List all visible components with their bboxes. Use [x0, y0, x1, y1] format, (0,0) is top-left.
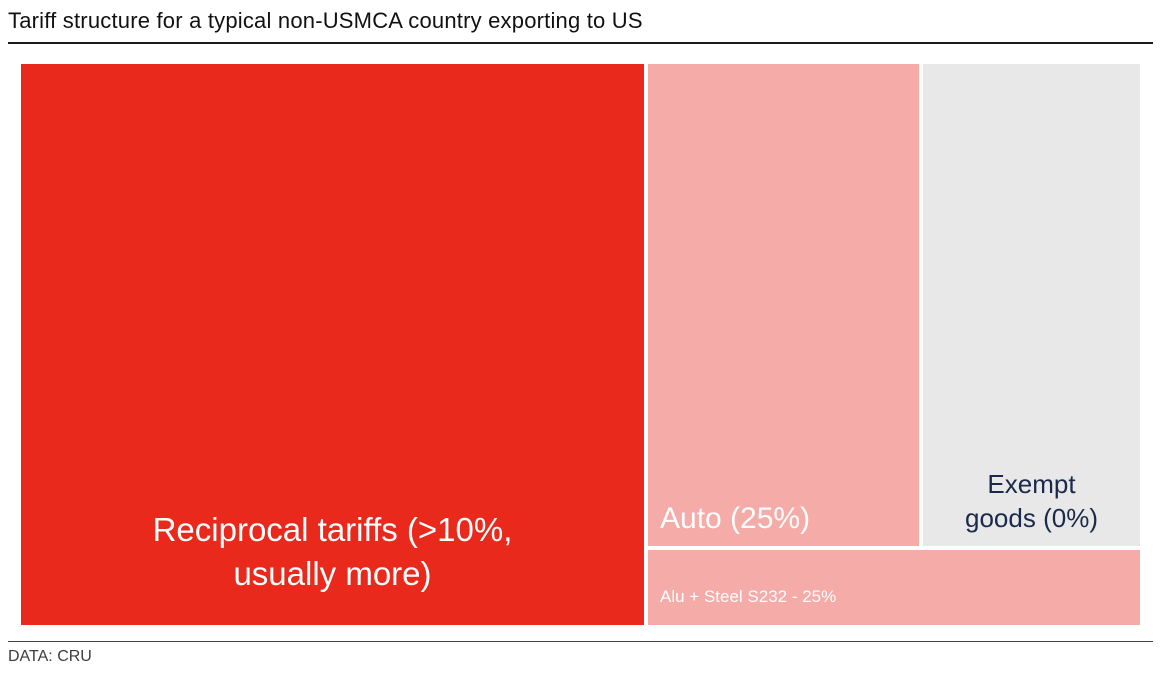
exempt-goods-label: Exempt goods (0%): [965, 469, 1098, 534]
alu-steel-label: Alu + Steel S232 - 25%: [660, 586, 837, 606]
reciprocal-tariffs-label: Reciprocal tariffs (>10%, usually more): [152, 510, 513, 593]
treemap-block-auto: Auto (25%): [648, 64, 919, 546]
treemap-block-exempt-goods: Exempt goods (0%): [923, 64, 1140, 546]
treemap-block-alu-steel: Alu + Steel S232 - 25%: [648, 550, 1140, 625]
auto-label: Auto (25%): [660, 502, 811, 535]
footer-divider: [8, 641, 1153, 642]
data-source: DATA: CRU: [8, 648, 92, 665]
treemap-block-reciprocal-tariffs: Reciprocal tariffs (>10%, usually more): [21, 64, 644, 625]
chart-title: Tariff structure for a typical non-USMCA…: [8, 8, 643, 33]
title-divider: [8, 42, 1153, 44]
